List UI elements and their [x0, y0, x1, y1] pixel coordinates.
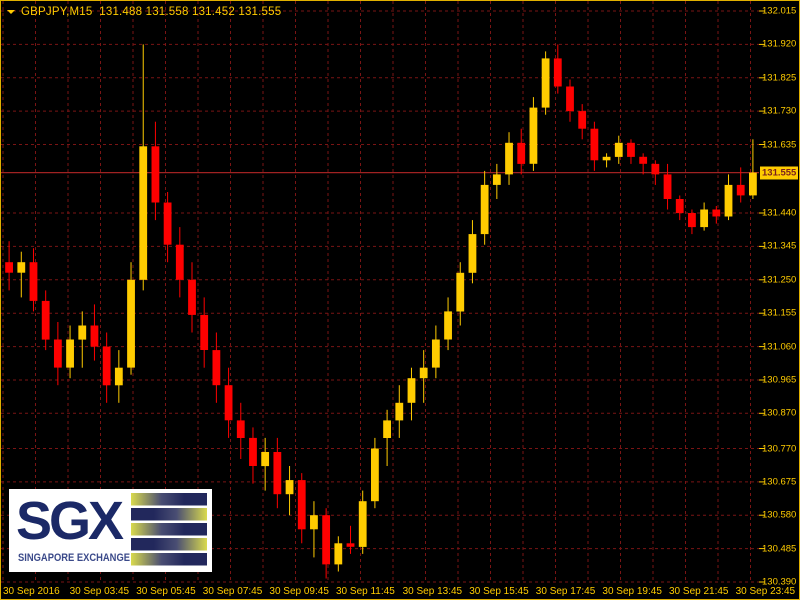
svg-text:SINGAPORE EXCHANGE: SINGAPORE EXCHANGE [18, 552, 130, 564]
svg-text:SGX: SGX [16, 491, 124, 551]
